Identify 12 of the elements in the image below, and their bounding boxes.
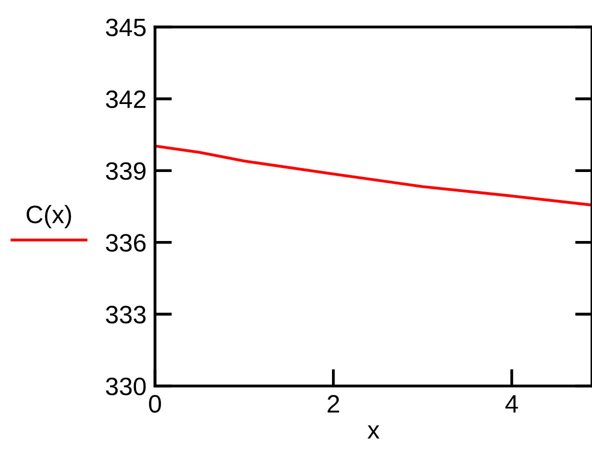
y-tick-label: 330: [106, 378, 146, 396]
x-axis-title: x: [368, 425, 380, 439]
x-tick-label: 4: [505, 395, 518, 412]
y-tick-label: 336: [106, 234, 146, 252]
y-tick-label: 342: [106, 90, 146, 108]
x-tick-label: 0: [149, 394, 161, 413]
x-tick-label: 2: [328, 394, 340, 412]
y-tick-label: 333: [106, 306, 146, 324]
text: C(x): [26, 204, 72, 228]
y-tick-label: 339: [106, 162, 146, 180]
line-series: [155, 144, 592, 206]
y-tick-label: 345: [106, 18, 146, 36]
